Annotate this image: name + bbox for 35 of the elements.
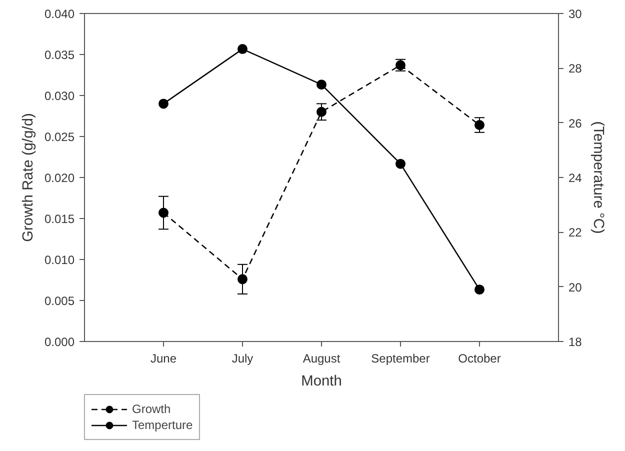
point [316, 80, 326, 90]
y2-tick-label: 28 [568, 62, 582, 76]
y-tick-label: 0.020 [44, 171, 75, 185]
point [158, 98, 168, 109]
y-tick-label: 0.025 [44, 130, 75, 144]
legend-label: Temperture [132, 417, 193, 433]
x-tick-label: August [302, 352, 341, 366]
point [474, 284, 484, 295]
y-tick-label: 0.030 [44, 89, 75, 103]
y2-tick-label: 24 [568, 171, 582, 185]
x-tick-label: June [150, 352, 177, 366]
point [316, 106, 326, 117]
y-tick-label: 0.005 [44, 294, 75, 308]
x-tick-label: September [371, 352, 430, 366]
x-tick-label: October [458, 352, 501, 366]
y-tick-label: 0.000 [44, 335, 75, 349]
y-tick-label: 0.015 [44, 212, 75, 226]
y2-tick-label: 30 [568, 7, 582, 21]
point [238, 44, 248, 54]
y2-tick-label: 26 [568, 116, 582, 130]
x-axis-title: Month [301, 374, 342, 390]
point [474, 120, 484, 130]
y2-axis-title: (Temperature °C) [590, 121, 606, 234]
y2-tick-label: 18 [568, 335, 582, 349]
y-tick-label: 0.035 [44, 48, 75, 62]
y2-tick-label: 20 [568, 280, 582, 294]
point [238, 274, 248, 284]
point [158, 208, 168, 218]
y-tick-label: 0.010 [44, 253, 75, 267]
y-axis-title: Growth Rate (g/g/d) [20, 113, 36, 242]
y2-tick-label: 22 [568, 226, 582, 240]
x-tick-label: July [232, 352, 254, 366]
y-tick-label: 0.040 [44, 7, 75, 21]
point [396, 158, 406, 169]
legend-label: Growth [132, 401, 171, 417]
